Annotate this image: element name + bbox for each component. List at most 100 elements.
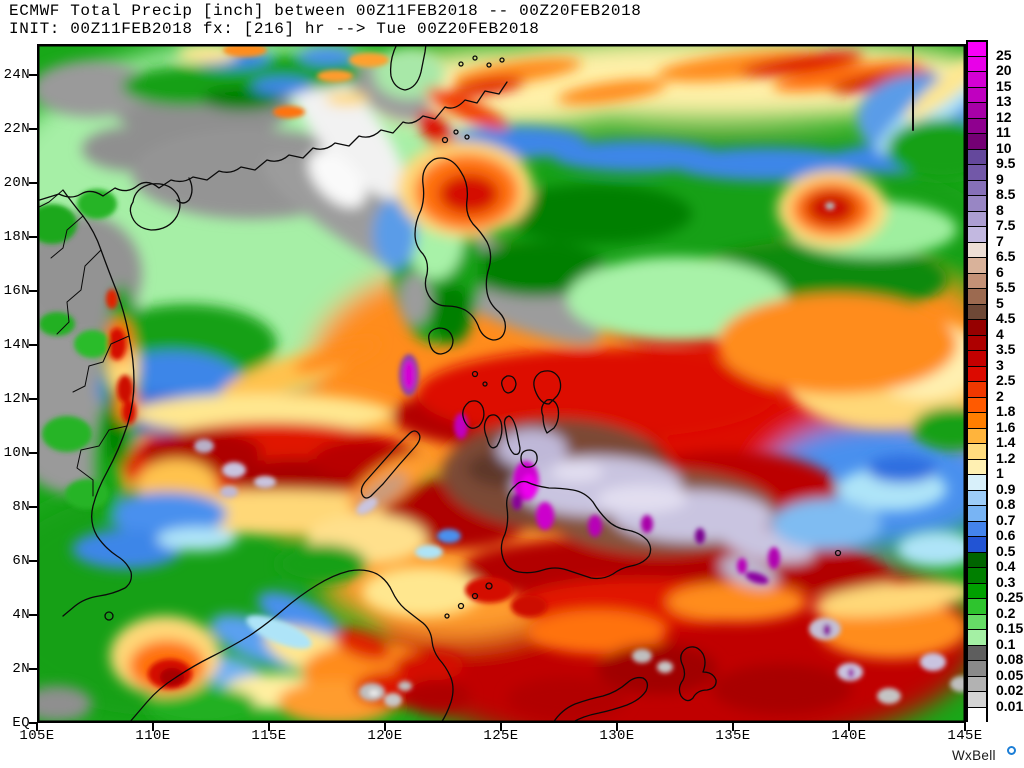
lat-tick-mark [29, 398, 37, 400]
colorbar-cell [968, 117, 986, 133]
colorbar-boundary-label: 12 [996, 108, 1012, 125]
lon-tick-mark [616, 723, 618, 731]
colorbar-boundary-label: 0.2 [996, 604, 1016, 621]
colorbar-cell [968, 241, 986, 257]
colorbar-cell [968, 443, 986, 459]
colorbar-boundary-label: 1.2 [996, 449, 1016, 466]
colorbar-boundary-label: 2 [996, 387, 1004, 404]
colorbar-cell [968, 536, 986, 552]
colorbar-cell [968, 102, 986, 118]
colorbar-cell [968, 660, 986, 676]
colorbar-boundary-label: 13 [996, 93, 1012, 109]
colorbar-cell [968, 195, 986, 211]
colorbar [966, 40, 988, 722]
lat-tick-mark [29, 344, 37, 346]
colorbar-cell [968, 210, 986, 226]
colorbar-boundary-label: 0.3 [996, 573, 1016, 590]
colorbar-boundary-label: 7 [996, 232, 1004, 249]
lat-tick-label: 10N [3, 445, 30, 461]
lat-tick-mark [29, 452, 37, 454]
colorbar-boundary-label: 0.6 [996, 527, 1016, 543]
lon-tick-mark [152, 723, 154, 731]
colorbar-boundary-label: 3.5 [996, 341, 1016, 357]
colorbar-boundary-label: 0.25 [996, 589, 1024, 605]
colorbar-boundary-label: 0.7 [996, 511, 1016, 528]
lat-tick-mark [29, 182, 37, 184]
colorbar-cell [968, 706, 986, 722]
wxbell-watermark: WxBell [952, 748, 996, 763]
lat-tick-mark [29, 290, 37, 292]
colorbar-cell [968, 55, 986, 71]
colorbar-boundary-label: 3 [996, 356, 1004, 373]
colorbar-cell [968, 505, 986, 521]
colorbar-boundary-label: 0.05 [996, 666, 1024, 683]
colorbar-cell [968, 474, 986, 490]
colorbar-cell [968, 675, 986, 691]
lon-tick-label: 110E [135, 728, 171, 744]
wxbell-logo-icon [1007, 746, 1016, 755]
colorbar-cell [968, 458, 986, 474]
lat-tick-mark [29, 506, 37, 508]
colorbar-cell [968, 350, 986, 366]
lon-tick-label: 115E [251, 728, 287, 744]
lon-tick-label: 145E [947, 728, 983, 744]
lat-tick-mark [29, 668, 37, 670]
colorbar-boundary-label: 9 [996, 170, 1004, 187]
colorbar-cell [968, 489, 986, 505]
lat-tick-label: EQ [12, 715, 30, 731]
colorbar-boundary-label: 1.8 [996, 403, 1016, 419]
coastlines [37, 44, 914, 723]
colorbar-cell [968, 334, 986, 350]
colorbar-cell [968, 319, 986, 335]
colorbar-cell [968, 412, 986, 428]
colorbar-cell [968, 381, 986, 397]
lon-tick-mark [732, 723, 734, 731]
colorbar-cell [968, 396, 986, 412]
lon-tick-mark [36, 723, 38, 731]
lat-tick-mark [29, 614, 37, 616]
lon-tick-label: 105E [19, 728, 55, 744]
lon-tick-label: 125E [483, 728, 519, 744]
lat-tick-label: 2N [12, 661, 30, 677]
colorbar-cell [968, 582, 986, 598]
colorbar-boundary-label: 0.9 [996, 480, 1016, 497]
colorbar-cell [968, 613, 986, 629]
colorbar-cell [968, 520, 986, 536]
colorbar-cell [968, 133, 986, 149]
map-title-line1: ECMWF Total Precip [inch] between 00Z11F… [9, 2, 642, 20]
colorbar-cell [968, 427, 986, 443]
colorbar-cell [968, 365, 986, 381]
colorbar-boundary-label: 4 [996, 325, 1004, 342]
colorbar-cell [968, 164, 986, 180]
colorbar-cell [968, 179, 986, 195]
lon-tick-label: 140E [831, 728, 867, 744]
colorbar-boundary-label: 1.4 [996, 434, 1016, 450]
precip-map-svg [37, 44, 966, 723]
lat-tick-label: 24N [3, 67, 30, 83]
lon-tick-label: 135E [715, 728, 751, 744]
precip-field [37, 44, 966, 723]
lon-tick-mark [268, 723, 270, 731]
colorbar-cell [968, 288, 986, 304]
lon-tick-label: 130E [599, 728, 635, 744]
colorbar-boundary-label: 5 [996, 294, 1004, 311]
colorbar-boundary-label: 7.5 [996, 217, 1016, 233]
lon-tick-mark [848, 723, 850, 731]
colorbar-cell [968, 551, 986, 567]
colorbar-boundary-label: 25 [996, 46, 1012, 63]
colorbar-boundary-label: 6.5 [996, 248, 1016, 264]
colorbar-boundary-label: 0.08 [996, 651, 1024, 667]
colorbar-cell [968, 303, 986, 319]
lat-tick-label: 6N [12, 553, 30, 569]
lat-tick-label: 14N [3, 337, 30, 353]
colorbar-boundary-label: 10 [996, 139, 1012, 156]
colorbar-boundary-label: 11 [996, 124, 1011, 140]
lat-tick-label: 4N [12, 607, 30, 623]
colorbar-boundary-label: 15 [996, 77, 1012, 94]
colorbar-boundary-label: 0.5 [996, 542, 1016, 559]
colorbar-boundary-label: 20 [996, 62, 1012, 78]
lat-tick-mark [29, 128, 37, 130]
lat-tick-label: 18N [3, 229, 30, 245]
colorbar-boundary-label: 0.01 [996, 697, 1024, 714]
